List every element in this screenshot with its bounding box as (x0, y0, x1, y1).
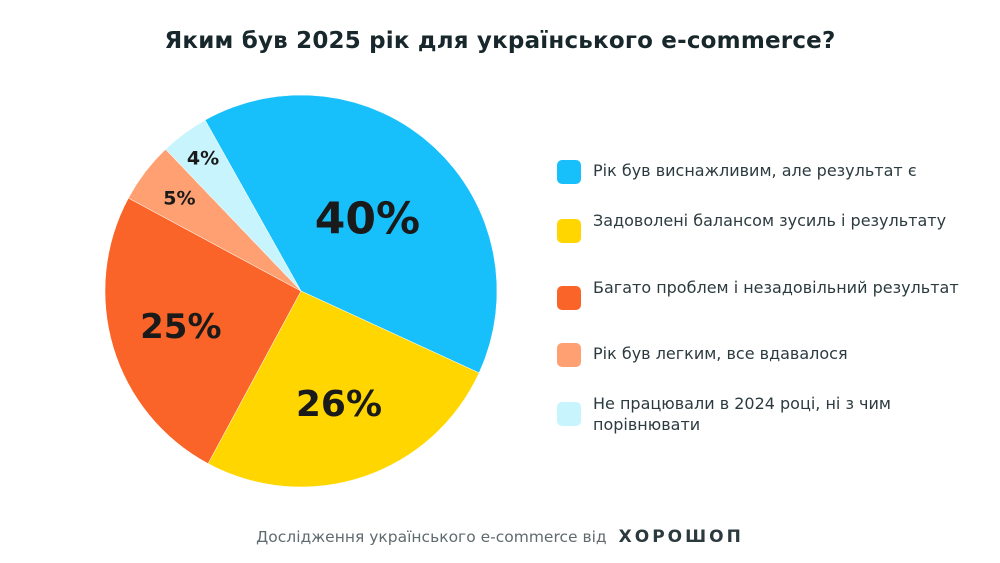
legend-label: Задоволені балансом зусиль і результату (593, 211, 947, 230)
legend-label: Багато проблем і незадовільний результат (593, 278, 959, 297)
data-label: 26% (296, 384, 382, 425)
legend-label: Рік був легким, все вдавалося (593, 344, 848, 363)
legend-item: Задоволені балансом зусиль і результату (557, 210, 963, 243)
legend-item: Рік був виснажливим, але результат є (557, 160, 963, 184)
data-label: 4% (187, 148, 219, 170)
data-label: 25% (140, 307, 221, 347)
chart-title: Яким був 2025 рік для українського e-com… (164, 28, 836, 54)
pie-slice (104, 197, 302, 464)
legend-swatch (557, 160, 581, 184)
legend-item: Рік був легким, все вдавалося (557, 343, 963, 367)
legend-label: Не працювали в 2024 році, ні з чим порів… (593, 394, 891, 434)
pie-slice (204, 94, 498, 374)
pie-slice (207, 290, 480, 488)
legend-swatch (557, 343, 581, 367)
data-label: 5% (163, 187, 195, 209)
legend-swatch (557, 286, 581, 310)
brand-logo: ХОРОШОП (618, 527, 744, 547)
legend-swatch (557, 402, 581, 426)
pie-slice (165, 119, 302, 292)
legend-swatch (557, 219, 581, 243)
footer-text: Дослідження українського e-commerce від (256, 528, 607, 546)
footer: Дослідження українського e-commerce від Х… (0, 527, 1000, 547)
legend-item: Багато проблем і незадовільний результат (557, 277, 963, 310)
legend-label: Рік був виснажливим, але результат є (593, 161, 917, 180)
data-label: 40% (315, 193, 420, 244)
legend-item: Не працювали в 2024 році, ні з чим порів… (557, 393, 963, 435)
